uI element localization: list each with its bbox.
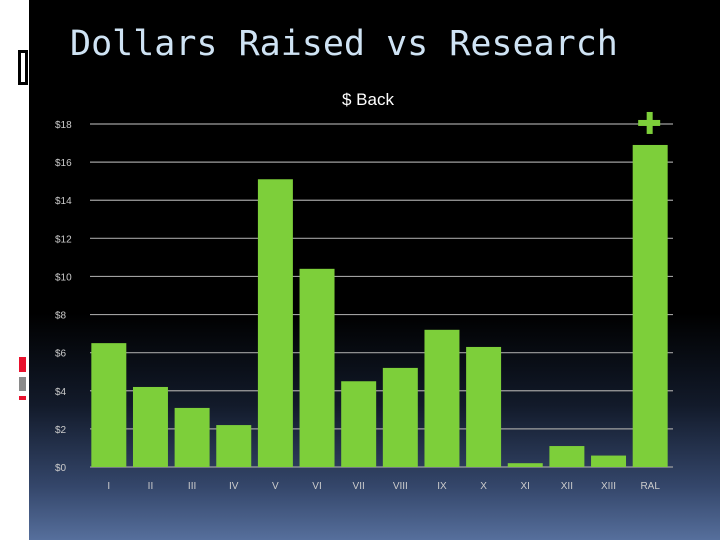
accent-red-mark-2 xyxy=(19,396,26,400)
title-bracket-inner xyxy=(21,53,25,82)
bar-vi xyxy=(299,268,335,467)
accent-red-mark xyxy=(19,357,26,372)
bars xyxy=(91,144,668,467)
x-tick-label: II xyxy=(148,481,154,492)
x-tick-label: III xyxy=(188,481,196,492)
x-tick-label: XII xyxy=(561,481,573,492)
y-tick-label: $6 xyxy=(55,349,67,360)
y-tick-label: $10 xyxy=(55,272,72,283)
x-tick-label: IX xyxy=(437,481,447,492)
x-tick-label: RAL xyxy=(640,481,660,492)
bar-iii xyxy=(174,407,210,467)
y-tick-label: $4 xyxy=(55,387,67,398)
y-tick-label: $14 xyxy=(55,196,72,207)
gridlines xyxy=(90,123,673,468)
x-tick-label: XI xyxy=(521,481,530,492)
bar-xiii xyxy=(591,455,627,467)
y-axis-ticks: $0 $2 $4 $6 $8 $10 $12 $14 $16 $18 xyxy=(55,120,72,474)
x-tick-label: XIII xyxy=(601,481,616,492)
plus-icon xyxy=(638,111,661,134)
x-axis-ticks: I II III IV V VI VII VIII IX X XI XII XIII RAL xyxy=(107,481,660,492)
y-tick-label: $0 xyxy=(55,463,67,474)
bar-ii xyxy=(132,386,168,467)
y-tick-label: $16 xyxy=(55,158,72,169)
bar-i xyxy=(91,343,127,467)
bar-v xyxy=(257,179,293,467)
x-tick-label: VII xyxy=(353,481,365,492)
x-tick-label: I xyxy=(107,481,110,492)
bar-iv xyxy=(216,425,252,467)
x-tick-label: VIII xyxy=(393,481,408,492)
bar-xii xyxy=(549,446,585,467)
accent-gray-mark xyxy=(19,377,26,391)
left-panel xyxy=(0,0,29,540)
y-tick-label: $8 xyxy=(55,311,67,322)
bar-viii xyxy=(382,367,418,467)
bar-ix xyxy=(424,329,460,467)
y-tick-label: $12 xyxy=(55,234,72,245)
bar-xi xyxy=(507,463,543,467)
annotation-markers xyxy=(638,111,661,134)
bar-vii xyxy=(341,381,377,467)
x-tick-label: V xyxy=(272,481,279,492)
chart-title: $ Back xyxy=(342,90,394,109)
y-tick-label: $18 xyxy=(55,120,72,131)
bar-x xyxy=(466,346,502,467)
y-tick-label: $2 xyxy=(55,425,67,436)
x-tick-label: IV xyxy=(229,481,239,492)
slide-title: Dollars Raised vs Research xyxy=(70,24,618,64)
bar-ral xyxy=(632,144,668,467)
x-tick-label: VI xyxy=(312,481,321,492)
x-tick-label: X xyxy=(480,481,487,492)
